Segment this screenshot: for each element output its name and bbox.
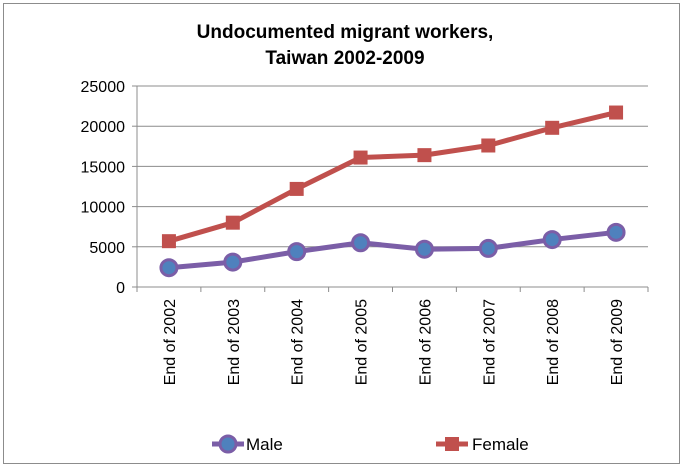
legend-marker-female — [445, 437, 459, 451]
gridlines — [137, 85, 648, 248]
data-point-female — [545, 120, 560, 135]
x-tick-label: End of 2003 — [226, 299, 243, 385]
data-point-male — [159, 258, 179, 278]
x-tick-label: End of 2006 — [417, 299, 434, 385]
data-point-female — [353, 150, 368, 165]
legend-label-male: Male — [246, 435, 283, 454]
series-lines — [159, 105, 626, 278]
x-tick-labels: End of 2002 End of 2003 End of 2004 End of … — [162, 299, 626, 385]
y-tick-label: 25000 — [81, 79, 126, 96]
data-point-female — [481, 138, 496, 153]
data-point-female — [289, 181, 304, 196]
y-tick-label: 10000 — [81, 200, 126, 217]
legend: Male Female — [212, 434, 529, 454]
data-point-male — [414, 239, 434, 259]
data-point-male — [478, 238, 498, 258]
data-point-male — [287, 242, 307, 262]
y-tick-label: 15000 — [81, 159, 126, 176]
legend-label-female: Female — [472, 435, 529, 454]
data-point-female — [417, 148, 432, 163]
data-point-male — [606, 222, 626, 242]
data-point-female — [161, 234, 176, 249]
chart-title-line-2: Taiwan 2002-2009 — [265, 48, 424, 69]
x-tick-label: End of 2002 — [162, 299, 179, 385]
y-tick-label: 20000 — [81, 119, 126, 136]
series-line-female — [166, 110, 619, 244]
x-tick-label: End of 2005 — [354, 299, 371, 385]
chart-frame — [3, 3, 680, 464]
data-point-male — [223, 252, 243, 272]
x-tick-label: End of 2008 — [545, 299, 562, 385]
y-tick-label: 0 — [116, 280, 125, 297]
series-line-male — [166, 229, 619, 271]
data-point-female — [225, 215, 240, 230]
data-point-male — [542, 230, 562, 250]
x-tick-label: End of 2007 — [481, 299, 498, 385]
data-point-male — [351, 233, 371, 253]
y-tick-label: 5000 — [89, 240, 125, 257]
data-point-female — [609, 105, 624, 120]
x-tick-label: End of 2004 — [290, 299, 307, 385]
legend-marker-male — [218, 434, 238, 454]
x-tick-label: End of 2009 — [609, 299, 626, 385]
y-tick-labels: 0 5000 10000 15000 20000 25000 — [81, 79, 126, 297]
axes — [132, 85, 649, 292]
chart-title-line-1: Undocumented migrant workers, — [197, 22, 494, 43]
